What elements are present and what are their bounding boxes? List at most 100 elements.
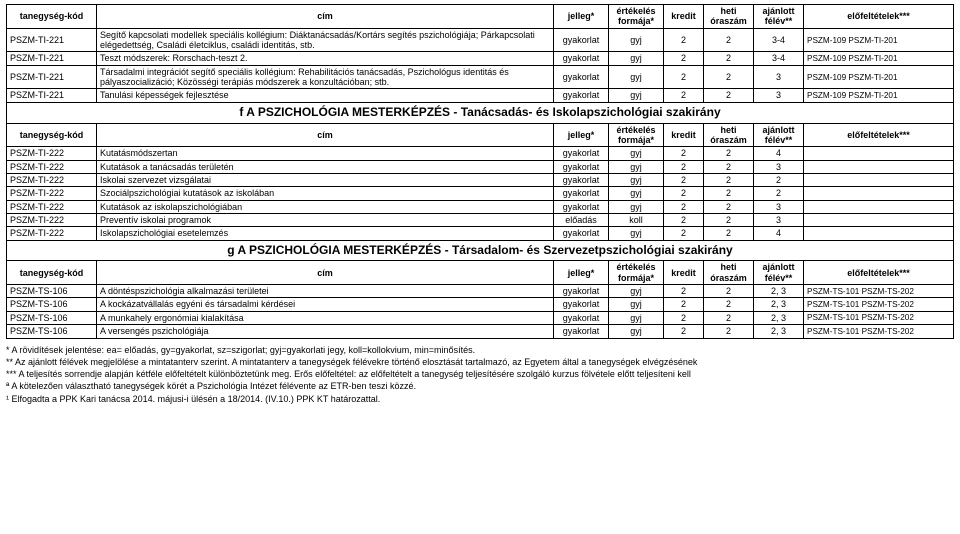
cell-cim: Iskolapszichológiai esetelemzés xyxy=(97,227,554,240)
cell-heti: 2 xyxy=(704,200,754,213)
hdr-kredit: kredit xyxy=(664,123,704,147)
table-row: PSZM-TI-222Szociálpszichológiai kutatáso… xyxy=(7,187,954,200)
cell-kod: PSZM-TI-222 xyxy=(7,173,97,186)
cell-cim: Társadalmi integrációt segítő speciális … xyxy=(97,65,554,89)
table-body-top: PSZM-TI-221Segítő kapcsolati modellek sp… xyxy=(7,28,954,102)
cell-jelleg: gyakorlat xyxy=(554,147,609,160)
cell-kod: PSZM-TI-221 xyxy=(7,52,97,65)
hdr-pre: előfeltételek*** xyxy=(804,261,954,285)
cell-pre xyxy=(804,173,954,186)
hdr-felev: ajánlott félév** xyxy=(754,5,804,29)
cell-kredit: 2 xyxy=(664,285,704,298)
cell-jelleg: gyakorlat xyxy=(554,160,609,173)
table-row: PSZM-TI-222Iskolai szervezet vizsgálatai… xyxy=(7,173,954,186)
cell-kredit: 2 xyxy=(664,200,704,213)
cell-pre: PSZM-TS-101 PSZM-TS-202 xyxy=(804,285,954,298)
cell-heti: 2 xyxy=(704,173,754,186)
cell-heti: 2 xyxy=(704,147,754,160)
section-g: g A PSZICHOLÓGIA MESTERKÉPZÉS - Társadal… xyxy=(7,240,954,284)
cell-kod: PSZM-TI-222 xyxy=(7,187,97,200)
cell-forma: gyj xyxy=(609,160,664,173)
cell-pre xyxy=(804,187,954,200)
cell-kod: PSZM-TI-221 xyxy=(7,28,97,52)
cell-kredit: 2 xyxy=(664,89,704,102)
cell-cim: Tanulási képességek fejlesztése xyxy=(97,89,554,102)
footnotes: * A rövidítések jelentése: ea= előadás, … xyxy=(6,345,954,405)
table-body-g: PSZM-TS-106A döntéspszichológia alkalmaz… xyxy=(7,285,954,338)
hdr-cim: cím xyxy=(97,5,554,29)
cell-felev: 3-4 xyxy=(754,28,804,52)
table-row: PSZM-TI-221Teszt módszerek: Rorschach-te… xyxy=(7,52,954,65)
hdr-kod: tanegység-kód xyxy=(7,261,97,285)
cell-forma: gyj xyxy=(609,52,664,65)
cell-cim: Teszt módszerek: Rorschach-teszt 2. xyxy=(97,52,554,65)
cell-jelleg: gyakorlat xyxy=(554,89,609,102)
cell-jelleg: gyakorlat xyxy=(554,285,609,298)
cell-forma: gyj xyxy=(609,173,664,186)
table-row: PSZM-TI-221Társadalmi integrációt segítő… xyxy=(7,65,954,89)
hdr-cim: cím xyxy=(97,123,554,147)
hdr-felev: ajánlott félév** xyxy=(754,123,804,147)
hdr-kredit: kredit xyxy=(664,5,704,29)
cell-forma: gyj xyxy=(609,187,664,200)
cell-pre: PSZM-109 PSZM-TI-201 xyxy=(804,89,954,102)
cell-pre: PSZM-TS-101 PSZM-TS-202 xyxy=(804,325,954,338)
hdr-kod: tanegység-kód xyxy=(7,5,97,29)
table-row: PSZM-TS-106A döntéspszichológia alkalmaz… xyxy=(7,285,954,298)
cell-kod: PSZM-TI-222 xyxy=(7,213,97,226)
hdr-cim: cím xyxy=(97,261,554,285)
cell-pre: PSZM-109 PSZM-TI-201 xyxy=(804,28,954,52)
cell-heti: 2 xyxy=(704,52,754,65)
section-f-title: f A PSZICHOLÓGIA MESTERKÉPZÉS - Tanácsad… xyxy=(7,102,954,123)
cell-pre xyxy=(804,227,954,240)
hdr-forma: értékelés formája* xyxy=(609,261,664,285)
footnote-line: * A rövidítések jelentése: ea= előadás, … xyxy=(6,345,954,356)
cell-jelleg: előadás xyxy=(554,213,609,226)
cell-felev: 2, 3 xyxy=(754,285,804,298)
cell-forma: gyj xyxy=(609,89,664,102)
cell-heti: 2 xyxy=(704,65,754,89)
table-row: PSZM-TI-222Iskolapszichológiai esetelemz… xyxy=(7,227,954,240)
cell-felev: 2, 3 xyxy=(754,311,804,324)
cell-forma: gyj xyxy=(609,298,664,311)
cell-kod: PSZM-TI-222 xyxy=(7,200,97,213)
cell-kod: PSZM-TS-106 xyxy=(7,325,97,338)
cell-felev: 2 xyxy=(754,173,804,186)
cell-forma: gyj xyxy=(609,28,664,52)
section-f: f A PSZICHOLÓGIA MESTERKÉPZÉS - Tanácsad… xyxy=(7,102,954,146)
hdr-jelleg: jelleg* xyxy=(554,5,609,29)
cell-forma: gyj xyxy=(609,227,664,240)
hdr-pre: előfeltételek*** xyxy=(804,123,954,147)
hdr-pre: előfeltételek*** xyxy=(804,5,954,29)
cell-kod: PSZM-TI-222 xyxy=(7,147,97,160)
hdr-kredit: kredit xyxy=(664,261,704,285)
cell-cim: Segítő kapcsolati modellek speciális kol… xyxy=(97,28,554,52)
cell-kod: PSZM-TS-106 xyxy=(7,285,97,298)
cell-heti: 2 xyxy=(704,89,754,102)
curriculum-table: tanegység-kód cím jelleg* értékelés form… xyxy=(6,4,954,339)
section-g-title: g A PSZICHOLÓGIA MESTERKÉPZÉS - Társadal… xyxy=(7,240,954,261)
cell-jelleg: gyakorlat xyxy=(554,325,609,338)
cell-kod: PSZM-TI-221 xyxy=(7,65,97,89)
cell-pre xyxy=(804,160,954,173)
cell-forma: gyj xyxy=(609,311,664,324)
table-row: PSZM-TI-222Kutatások a tanácsadás terüle… xyxy=(7,160,954,173)
footnote-line: ** Az ajánlott félévek megjelölése a min… xyxy=(6,357,954,368)
table-body-f: PSZM-TI-222Kutatásmódszertangyakorlatgyj… xyxy=(7,147,954,240)
cell-cim: Iskolai szervezet vizsgálatai xyxy=(97,173,554,186)
hdr-felev: ajánlott félév** xyxy=(754,261,804,285)
cell-jelleg: gyakorlat xyxy=(554,227,609,240)
cell-kredit: 2 xyxy=(664,160,704,173)
cell-felev: 2, 3 xyxy=(754,325,804,338)
cell-kredit: 2 xyxy=(664,28,704,52)
cell-cim: Preventív iskolai programok xyxy=(97,213,554,226)
table-row: PSZM-TI-222Kutatásmódszertangyakorlatgyj… xyxy=(7,147,954,160)
cell-cim: Kutatásmódszertan xyxy=(97,147,554,160)
cell-pre: PSZM-TS-101 PSZM-TS-202 xyxy=(804,311,954,324)
cell-felev: 4 xyxy=(754,227,804,240)
table-row: PSZM-TS-106A versengés pszichológiájagya… xyxy=(7,325,954,338)
cell-felev: 2, 3 xyxy=(754,298,804,311)
cell-heti: 2 xyxy=(704,325,754,338)
cell-kredit: 2 xyxy=(664,311,704,324)
cell-heti: 2 xyxy=(704,160,754,173)
